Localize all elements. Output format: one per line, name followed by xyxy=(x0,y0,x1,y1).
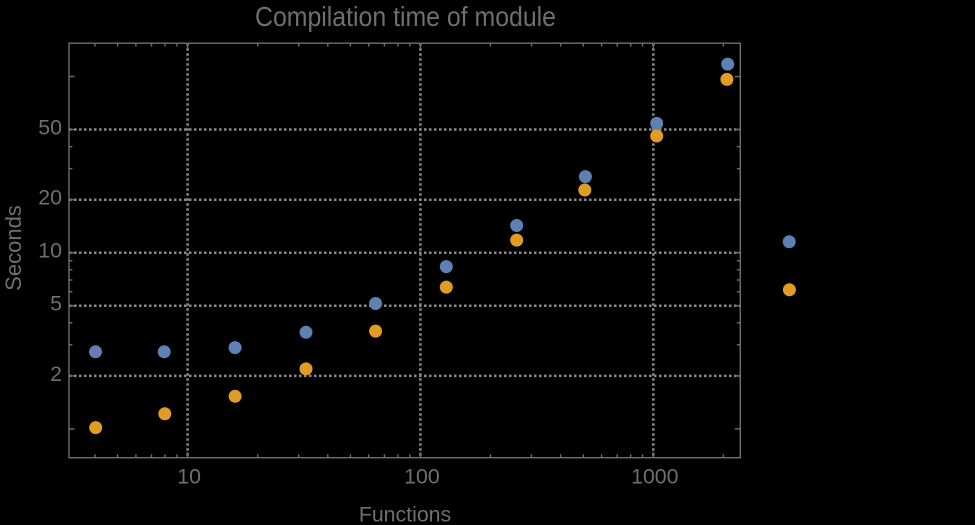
svg-text:50: 50 xyxy=(38,116,62,140)
svg-text:20: 20 xyxy=(38,186,62,210)
svg-text:2: 2 xyxy=(50,362,62,386)
svg-text:1000: 1000 xyxy=(631,464,679,488)
svg-text:5: 5 xyxy=(50,292,62,316)
svg-text:10: 10 xyxy=(38,239,62,263)
svg-text:Functions: Functions xyxy=(359,503,451,525)
svg-text:Seconds: Seconds xyxy=(1,205,26,291)
svg-text:Compilation time of module: Compilation time of module xyxy=(255,1,556,32)
svg-text:100: 100 xyxy=(404,464,440,488)
svg-text:10: 10 xyxy=(177,464,201,488)
